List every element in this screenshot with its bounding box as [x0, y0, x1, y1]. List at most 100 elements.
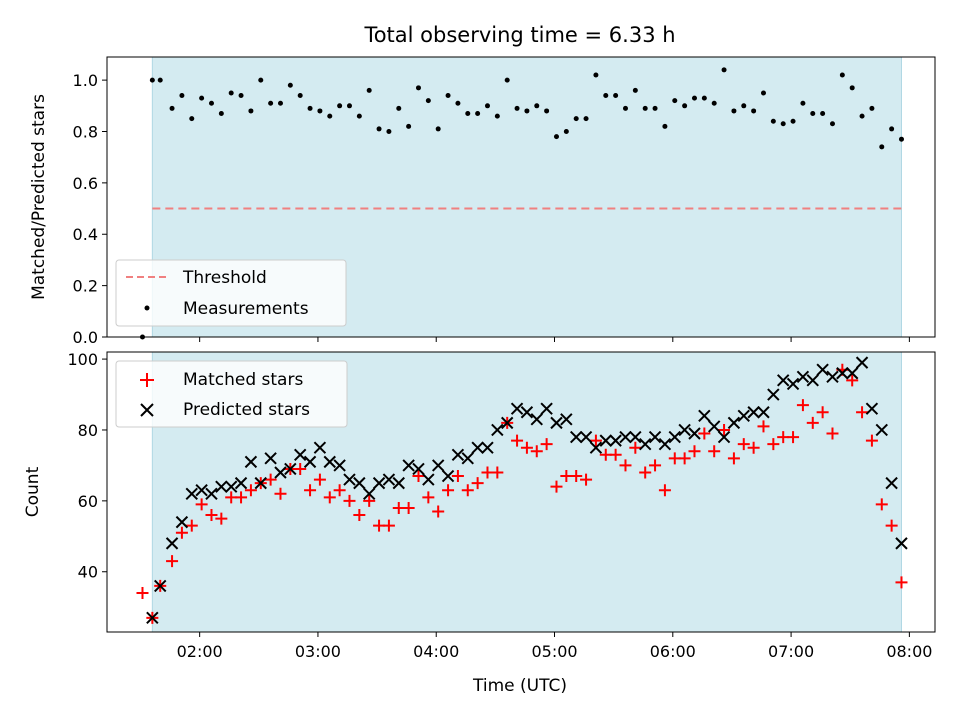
measurement-point	[682, 103, 688, 109]
predicted-star-point	[461, 452, 474, 465]
matched-star-point	[826, 427, 839, 440]
ratio-plot-frame	[106, 56, 936, 338]
ratio-legend-box	[115, 259, 347, 327]
measurement-point	[376, 126, 382, 132]
measurement-point	[711, 100, 717, 106]
x-tick-label: 08:00	[886, 642, 932, 661]
matched-star-point	[264, 473, 277, 486]
measurement-point	[760, 90, 766, 96]
predicted-star-point	[451, 448, 465, 461]
ratio-y-axis-label: Matched/Predicted stars	[29, 94, 49, 300]
matched-star-point	[185, 519, 198, 532]
predicted-star-point	[303, 455, 317, 469]
predicted-star-point	[313, 441, 327, 454]
matched-star-point	[530, 445, 543, 458]
predicted-star-point	[757, 406, 770, 419]
measurement-point	[879, 144, 885, 150]
matched-star-point	[816, 406, 829, 419]
predicted-star-point	[165, 537, 179, 550]
predicted-star-point	[836, 367, 849, 380]
measurement-point	[869, 105, 875, 111]
predicted-star-point	[717, 430, 731, 444]
matched-star-point	[244, 484, 257, 497]
matched-star-point	[520, 441, 533, 454]
matched-star-point	[737, 438, 750, 451]
predicted-star-point	[550, 416, 563, 430]
measurement-point	[839, 72, 845, 78]
x-tick-label: 03:00	[295, 642, 341, 661]
measurement-point	[406, 123, 412, 129]
predicted-star-point	[895, 537, 908, 550]
measurement-point	[455, 100, 461, 106]
measurement-point	[415, 85, 421, 91]
measurement-point	[149, 77, 155, 83]
predicted-star-point	[648, 430, 662, 444]
predicted-star-point	[441, 469, 455, 483]
predicted-star-point	[234, 476, 248, 490]
count-y-tick-label: 40	[78, 563, 98, 582]
measurement-point	[790, 118, 796, 124]
measurement-point	[218, 111, 224, 117]
matched-star-point	[274, 487, 287, 500]
measurement-point	[228, 90, 234, 96]
ratio-panel: 0.0 0.2 0.4 0.6 0.8 1.0 Matched/Predicted sta…	[29, 56, 936, 347]
matched-star-point	[688, 445, 701, 458]
matched-star-point	[806, 416, 819, 429]
predicted-star-point	[215, 480, 228, 493]
predicted-star-point	[796, 370, 810, 384]
predicted-star-point	[855, 356, 869, 369]
matched-star-point	[747, 441, 760, 454]
count-y-tick-label: 100	[67, 350, 98, 369]
predicted-star-point	[579, 430, 593, 444]
predicted-star-point	[668, 430, 681, 444]
measurement-point	[632, 87, 638, 93]
matched-star-point	[451, 470, 464, 483]
measurement-point	[800, 100, 806, 106]
predicted-star-point	[372, 476, 386, 490]
matched-star-point	[333, 484, 346, 497]
measurement-point	[524, 108, 530, 114]
measurement-point	[820, 111, 826, 117]
matched-star-point	[639, 466, 652, 479]
measurement-point	[297, 93, 303, 99]
matched-star-point	[166, 555, 179, 568]
measurement-point	[721, 67, 727, 73]
measurement-point	[741, 103, 747, 109]
matched-star-point	[550, 480, 563, 493]
predicted-star-point	[154, 579, 167, 593]
measurement-point	[157, 77, 163, 83]
matched-star-point	[658, 484, 671, 497]
matched-star-point	[471, 477, 484, 490]
measurements-legend-swatch	[144, 305, 150, 311]
matched-star-point	[570, 470, 583, 483]
measurement-point	[613, 93, 619, 99]
count-legend: Matched stars Predicted stars	[115, 360, 348, 428]
ratio-y-tick-label: 0.2	[73, 277, 98, 296]
matched-star-point	[215, 512, 228, 525]
predicted-star-point	[599, 434, 612, 447]
count-y-tick-label: 60	[78, 492, 98, 511]
predicted-star-point	[343, 473, 356, 486]
predicted-star-point	[195, 484, 208, 497]
measurement-point	[691, 95, 697, 101]
ratio-y-tick-label: 0.0	[73, 328, 98, 347]
matched-star-point	[491, 466, 504, 479]
matched-star-point	[205, 509, 218, 522]
measurement-point	[652, 105, 658, 111]
predicted-star-point	[658, 437, 672, 451]
measurement-point	[258, 77, 264, 83]
predicted-star-point	[619, 430, 632, 444]
measurement-point	[622, 105, 628, 111]
measurement-point	[425, 98, 431, 104]
matched-star-point	[718, 423, 731, 436]
measurement-point	[494, 113, 500, 119]
x-axis-label: Time (UTC)	[472, 676, 567, 696]
measurement-point	[504, 77, 510, 83]
measurement-point	[563, 128, 569, 134]
measurement-point	[889, 126, 895, 132]
predicted-star-point	[382, 473, 396, 486]
measurement-point	[268, 100, 274, 106]
predicted-star-point	[865, 402, 879, 415]
matched-star-point	[865, 434, 878, 447]
matched-star-point	[412, 470, 425, 483]
